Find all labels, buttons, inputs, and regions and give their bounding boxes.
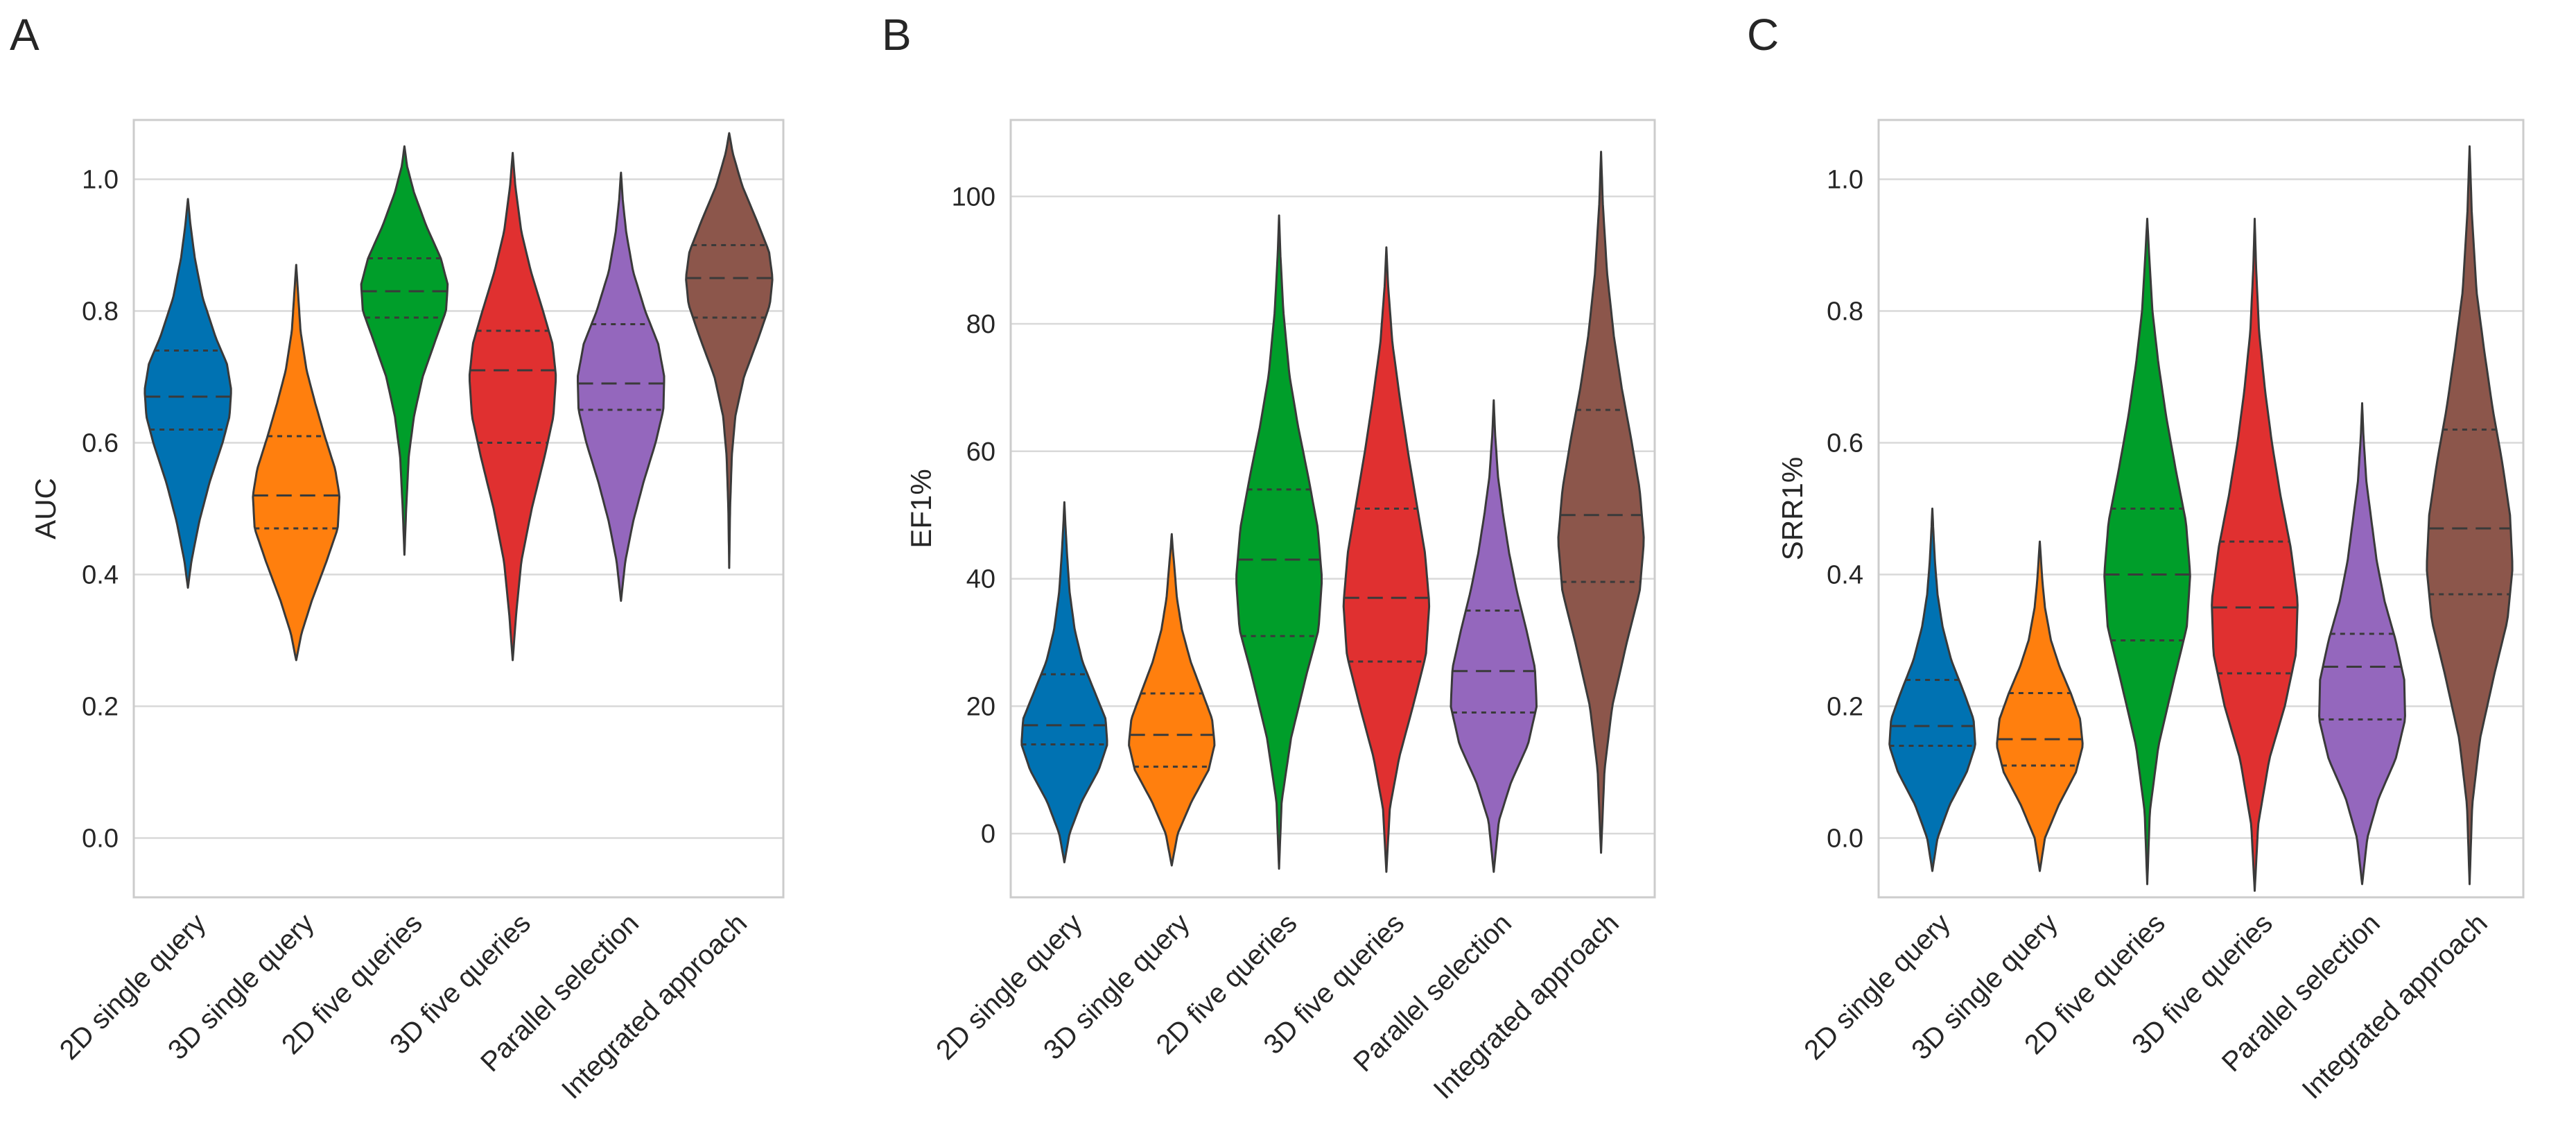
y-tick-label: 20	[966, 692, 995, 721]
y-axis-label: SRR1%	[1776, 457, 1809, 560]
y-tick-label: 0.2	[82, 693, 119, 722]
y-tick-label: 60	[966, 438, 995, 467]
violin-3	[2103, 218, 2191, 886]
violin-1	[1020, 501, 1108, 863]
y-tick-label: 100	[952, 182, 995, 211]
violin-5	[577, 171, 665, 602]
x-category-label: Integrated approach	[1428, 908, 1625, 1105]
violin-5	[2318, 402, 2406, 886]
violin-2	[252, 264, 341, 662]
y-tick-label: 0.0	[82, 824, 119, 854]
violin-2	[1996, 540, 2084, 872]
y-tick-label: 40	[966, 565, 995, 594]
y-tick-label: 1.0	[1827, 166, 1863, 195]
violin-2	[1128, 533, 1216, 867]
violin-5	[1450, 399, 1538, 873]
y-tick-label: 0.4	[1827, 561, 1863, 590]
violin-1	[143, 198, 232, 589]
y-axis-label: AUC	[29, 478, 62, 539]
plot-frame	[1877, 119, 2525, 899]
y-tick-label: 0.6	[82, 429, 119, 458]
violin-4	[2211, 218, 2299, 892]
y-axis-label: EF1%	[905, 469, 937, 548]
y-tick-label: 0.0	[1827, 824, 1863, 854]
panel-letter: C	[1747, 10, 1779, 60]
violin-3	[1235, 214, 1323, 870]
violin-6	[1557, 150, 1645, 854]
violin-4	[468, 152, 557, 662]
x-category-label: Integrated approach	[556, 908, 753, 1105]
violin-1	[1888, 508, 1976, 872]
panel-letter: A	[10, 10, 40, 60]
y-tick-label: 0.6	[1827, 429, 1863, 458]
y-tick-label: 0.8	[82, 297, 119, 327]
plot-frame	[1009, 119, 1656, 899]
y-tick-label: 1.0	[82, 166, 119, 195]
y-tick-label: 80	[966, 310, 995, 339]
violin-3	[360, 145, 449, 556]
y-tick-label: 0	[981, 820, 995, 849]
x-category-label: Integrated approach	[2297, 908, 2494, 1105]
violin-6	[685, 132, 774, 569]
y-tick-label: 0.2	[1827, 693, 1863, 722]
plot-frame	[132, 119, 785, 899]
y-tick-label: 0.4	[82, 561, 119, 590]
violin-6	[2426, 145, 2514, 886]
panel-letter: B	[882, 10, 912, 60]
violin-4	[1342, 246, 1431, 873]
y-tick-label: 0.8	[1827, 297, 1863, 327]
